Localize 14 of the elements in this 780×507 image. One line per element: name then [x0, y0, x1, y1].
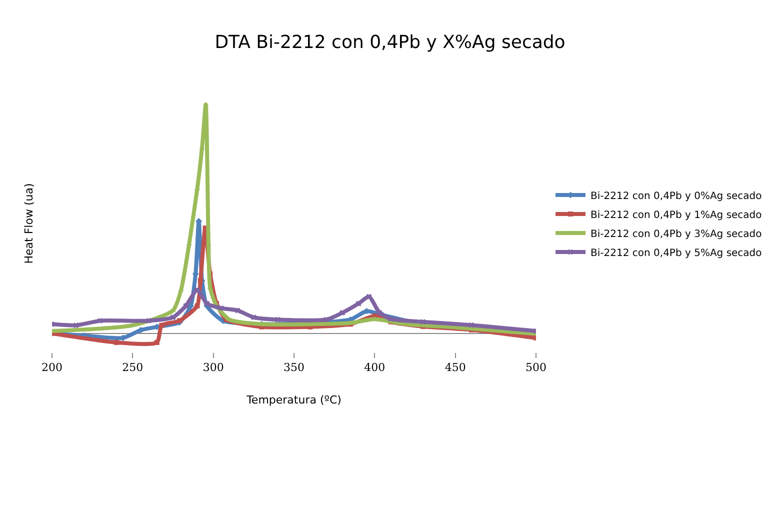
chart-title: DTA Bi-2212 con 0,4Pb y X%Ag secado	[214, 32, 566, 54]
x-tick-label: 350	[284, 361, 304, 374]
x-tick-label: 250	[122, 361, 144, 374]
x-tick-label: 500	[526, 361, 546, 374]
legend-label: Bi-2212 con 0,4Pb y 5%Ag secado	[590, 248, 762, 259]
x-tick-label: 450	[444, 361, 466, 374]
legend-label: Bi-2212 con 0,4Pb y 0%Ag secado	[590, 190, 762, 202]
x-tick-label: 300	[202, 361, 224, 374]
x-tick-label: 400	[364, 361, 386, 374]
x-axis-title: Temperatura (ºC)	[246, 393, 342, 406]
y-axis-title: Heat Flow (ua)	[22, 183, 36, 264]
legend-label: Bi-2212 con 0,4Pb y 1%Ag secado	[590, 210, 762, 221]
legend-label: Bi-2212 con 0,4Pb y 3%Ag secado	[590, 228, 762, 240]
x-tick-label: 200	[42, 361, 62, 374]
